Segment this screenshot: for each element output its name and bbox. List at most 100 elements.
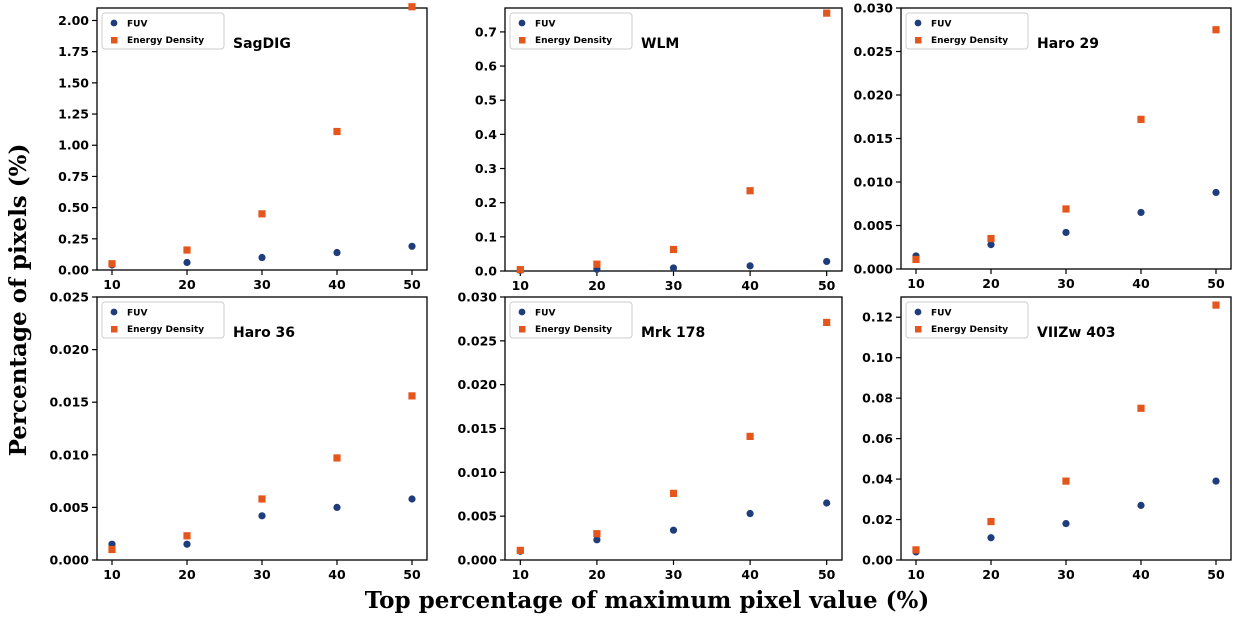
legend-label-energy-density: Energy Density xyxy=(931,325,1008,335)
point-energy-density xyxy=(912,546,920,554)
y-tick-label: 0.010 xyxy=(853,175,893,190)
y-tick-label: 0.6 xyxy=(475,59,497,74)
legend: FUV Energy Density xyxy=(509,12,633,50)
chart-panel: 0.0 0.1 0.2 0.3 0.4 0.5 0.6 0.7 10 20 30 40 50 FUV Ene… xyxy=(475,7,843,293)
legend-label-fuv: FUV xyxy=(535,20,555,30)
x-tick-label: 10 xyxy=(103,567,121,582)
legend-marker-fuv xyxy=(110,19,118,27)
y-tick-label: 0.7 xyxy=(475,24,497,39)
legend-box xyxy=(101,301,225,339)
point-energy-density xyxy=(746,432,754,440)
y-tick-label: 2.00 xyxy=(58,13,89,28)
x-tick-label: 40 xyxy=(741,278,759,293)
x-tick-label: 20 xyxy=(982,276,1000,291)
point-fuv xyxy=(1062,519,1070,528)
y-tick-label: 1.00 xyxy=(58,138,89,153)
y-tick-label: 0.005 xyxy=(49,500,89,515)
legend-marker-fuv xyxy=(518,19,526,27)
legend-box xyxy=(509,301,633,339)
y-tick-label: 0.030 xyxy=(853,1,893,16)
point-fuv xyxy=(1137,501,1145,509)
point-energy-density xyxy=(1212,301,1220,309)
plot-area xyxy=(900,7,1232,270)
point-energy-density xyxy=(516,266,524,274)
x-tick-label: 50 xyxy=(818,567,836,582)
y-tick-label: 0.005 xyxy=(853,218,893,233)
point-energy-density xyxy=(593,530,601,538)
y-tick-label: 0.010 xyxy=(457,465,497,480)
y-tick-label: 0.06 xyxy=(862,431,893,446)
chart-panel: 0.000 0.005 0.010 0.015 0.020 0.025 10 20 30 40 50… xyxy=(49,290,428,582)
point-energy-density xyxy=(516,546,524,554)
point-energy-density xyxy=(746,187,754,195)
legend-marker-energy-density xyxy=(519,37,526,44)
point-fuv xyxy=(183,258,191,267)
point-energy-density xyxy=(669,245,678,254)
x-tick-label: 30 xyxy=(1057,276,1075,291)
x-tick-label: 30 xyxy=(253,277,271,292)
legend-marker-energy-density xyxy=(915,37,922,44)
panel-title: Haro 29 xyxy=(1037,36,1099,52)
legend-marker-energy-density xyxy=(519,326,526,333)
point-energy-density xyxy=(912,255,920,264)
y-tick-label: 0.50 xyxy=(58,200,89,215)
point-energy-density xyxy=(408,3,416,11)
point-fuv xyxy=(823,499,831,507)
x-tick-label: 20 xyxy=(178,277,196,292)
y-tick-label: 0.0 xyxy=(475,264,497,279)
x-tick-label: 20 xyxy=(588,567,606,582)
y-tick-label: 0.00 xyxy=(862,553,893,568)
legend-label-fuv: FUV xyxy=(931,20,951,30)
point-fuv xyxy=(1212,188,1220,197)
point-fuv xyxy=(258,512,266,520)
panel-title: WLM xyxy=(641,36,679,52)
point-energy-density xyxy=(823,318,831,327)
y-tick-label: 1.75 xyxy=(58,44,89,59)
y-tick-label: 0.000 xyxy=(49,553,89,568)
x-tick-label: 40 xyxy=(1132,567,1150,582)
point-energy-density xyxy=(408,392,416,400)
panel-title: Haro 36 xyxy=(233,325,295,341)
point-energy-density xyxy=(1062,477,1070,485)
legend-marker-energy-density xyxy=(915,326,922,333)
x-tick-label: 30 xyxy=(1057,567,1075,582)
point-fuv xyxy=(183,540,191,548)
point-fuv xyxy=(258,253,266,262)
point-fuv xyxy=(333,503,341,511)
y-tick-label: 0.000 xyxy=(853,262,893,277)
legend-label-fuv: FUV xyxy=(931,309,951,319)
legend: FUV Energy Density xyxy=(905,301,1029,339)
panel-title: SagDIG xyxy=(233,36,291,52)
y-tick-label: 0.030 xyxy=(457,290,497,305)
y-tick-label: 0.025 xyxy=(853,44,893,59)
y-tick-label: 0.02 xyxy=(862,512,893,527)
y-tick-label: 0.015 xyxy=(49,395,89,410)
x-tick-label: 30 xyxy=(665,278,683,293)
x-tick-label: 10 xyxy=(512,567,530,582)
point-fuv xyxy=(987,241,995,249)
x-tick-label: 40 xyxy=(1132,276,1150,291)
legend: FUV Energy Density xyxy=(509,301,633,339)
point-energy-density xyxy=(258,495,266,503)
y-tick-label: 0.3 xyxy=(475,161,497,176)
point-fuv xyxy=(669,264,678,272)
point-energy-density xyxy=(1137,115,1145,123)
x-tick-label: 20 xyxy=(178,567,196,582)
point-energy-density xyxy=(1212,26,1220,34)
point-energy-density xyxy=(823,9,831,17)
y-tick-label: 0.010 xyxy=(49,447,89,462)
legend-label-energy-density: Energy Density xyxy=(127,36,204,46)
x-tick-label: 20 xyxy=(588,278,606,293)
point-energy-density xyxy=(183,246,191,254)
x-tick-label: 40 xyxy=(328,567,346,582)
legend-label-energy-density: Energy Density xyxy=(931,36,1008,46)
y-tick-label: 0.000 xyxy=(457,553,497,568)
x-tick-label: 50 xyxy=(403,277,421,292)
point-energy-density xyxy=(987,517,995,526)
legend-marker-fuv xyxy=(914,308,922,316)
x-tick-label: 20 xyxy=(982,567,1000,582)
x-tick-label: 50 xyxy=(403,567,421,582)
point-fuv xyxy=(746,509,754,518)
y-tick-label: 0.020 xyxy=(49,342,89,357)
y-tick-label: 0.020 xyxy=(853,88,893,103)
